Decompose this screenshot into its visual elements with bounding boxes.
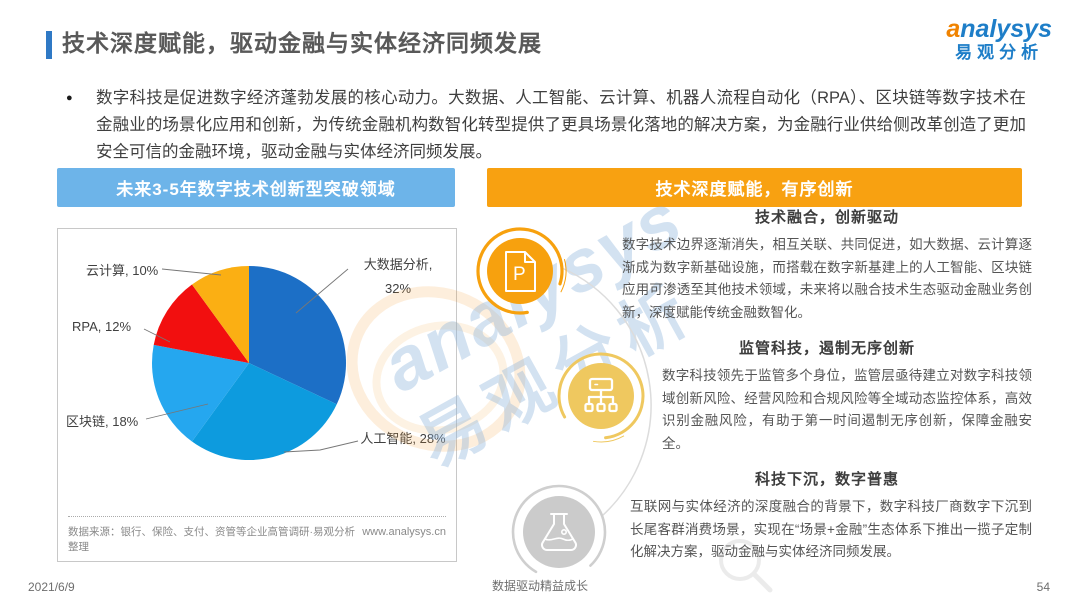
brand-logo-en: analysys <box>946 16 1052 42</box>
section-tech-fusion: 技术融合，创新驱动 数字技术边界逐渐消失，相互关联、共同促进，如大数据、云计算逐… <box>622 206 1032 324</box>
section-title: 监管科技，遏制无序创新 <box>738 340 915 357</box>
document-p-icon: P <box>473 224 567 318</box>
svg-text:P: P <box>513 264 526 285</box>
chart-source-text: 数据来源：银行、保险、支付、资管等企业高管调研·易观分析整理 <box>68 526 355 553</box>
page-title: 技术深度赋能，驱动金融与实体经济同频发展 <box>62 30 542 56</box>
pie-label-blockchain: 区块链, 18% <box>66 414 139 429</box>
pie-slice <box>152 344 249 442</box>
connector-arc <box>561 267 652 517</box>
pie-leader-lines <box>143 268 359 453</box>
brand-logo: analysys 易观分析 <box>946 16 1052 62</box>
logo-text-en: nalysys <box>960 15 1052 43</box>
left-panel-header: 未来3-5年数字技术创新型突破领域 <box>57 168 455 207</box>
chart-source-row: 数据来源：银行、保险、支付、资管等企业高管调研·易观分析整理 www.analy… <box>68 516 446 554</box>
section-body: 数字科技领先于监管多个身位，监管层亟待建立对数字科技领域创新风险、经营风险和合规… <box>662 368 1032 451</box>
org-chart-icon <box>554 349 648 443</box>
pie-label-cloud: 云计算, 10% <box>86 263 159 278</box>
intro-paragraph: 数字科技是促进数字经济蓬勃发展的核心动力。大数据、人工智能、云计算、机器人流程自… <box>96 89 1026 161</box>
footer-date: 2021/6/9 <box>28 580 75 594</box>
logo-swoosh-a: a <box>946 15 961 43</box>
footer-page-number: 54 <box>1036 580 1050 594</box>
pie-label-ai: 人工智能, 28% <box>360 431 446 446</box>
pie-label-bigdata: 大数据分析, 32% <box>363 257 433 296</box>
section-tech-inclusion: 科技下沉，数字普惠 互联网与实体经济的深度融合的背景下，数字科技厂商数字下沉到长… <box>622 468 1032 564</box>
right-panel-header: 技术深度赋能，有序创新 <box>487 168 1022 207</box>
pie-label-rpa: RPA, 12% <box>72 319 132 334</box>
pie-slice <box>191 266 249 363</box>
section-body: 数字技术边界逐渐消失，相互关联、共同促进，如大数据、云计算逐渐成为数字新基础设施… <box>622 237 1032 320</box>
bullet-icon: ● <box>66 92 73 104</box>
logo-text-cn: 易观分析 <box>955 43 1044 63</box>
flask-icon <box>511 484 607 580</box>
section-title: 科技下沉，数字普惠 <box>754 471 899 488</box>
section-regtech: 监管科技，遏制无序创新 数字科技领先于监管多个身位，监管层亟待建立对数字科技领域… <box>622 337 1032 455</box>
section-title: 技术融合，创新驱动 <box>754 209 899 226</box>
pie-slice <box>153 284 249 363</box>
footer-slogan: 数据驱动精益成长 <box>491 579 588 593</box>
section-body: 互联网与实体经济的深度融合的背景下，数字科技厂商数字下沉到长尾客群消费场景，实现… <box>630 499 1032 559</box>
magnifier-watermark-icon <box>719 539 773 593</box>
pie-slices <box>152 266 346 460</box>
pie-chart-panel: 大数据分析, 32% 人工智能, 28% 区块链, 18% RPA, 12% 云… <box>57 228 457 562</box>
website-text: www.analysys.cn <box>362 526 446 538</box>
pie-slice <box>249 266 346 405</box>
pie-chart <box>143 266 359 460</box>
pie-slice <box>191 363 337 460</box>
right-sections: 技术融合，创新驱动 数字技术边界逐渐消失，相互关联、共同促进，如大数据、云计算逐… <box>622 206 1032 577</box>
title-accent-bar <box>46 31 52 59</box>
